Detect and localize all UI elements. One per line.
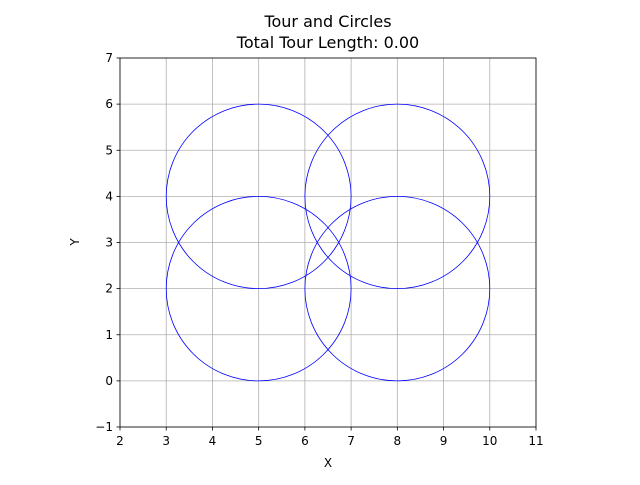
- x-tick-label: 7: [347, 434, 355, 448]
- y-tick-label: 5: [105, 143, 113, 157]
- y-tick-label: 4: [105, 189, 113, 203]
- y-tick-label: 7: [105, 51, 113, 65]
- y-tick-label: 1: [105, 328, 113, 342]
- x-tick-label: 11: [528, 434, 543, 448]
- chart-subtitle: Total Tour Length: 0.00: [236, 33, 419, 52]
- y-tick-label: 0: [105, 374, 113, 388]
- x-tick-layer: 2 3 4 5 6 7 8 9 10 11: [116, 427, 544, 448]
- x-tick-label: 10: [482, 434, 497, 448]
- x-axis-label: X: [324, 456, 332, 470]
- circle: [304, 195, 491, 382]
- y-tick-label: 2: [105, 282, 113, 296]
- y-tick-layer: −1 0 1 2 3 4 5 6 7: [95, 51, 120, 434]
- x-tick-label: 4: [209, 434, 217, 448]
- x-tick-label: 2: [116, 434, 124, 448]
- x-tick-label: 8: [394, 434, 402, 448]
- y-tick-label: 3: [105, 236, 113, 250]
- y-tick-label: 6: [105, 97, 113, 111]
- y-tick-label: −1: [95, 420, 113, 434]
- y-axis-label: Y: [68, 238, 82, 247]
- x-tick-label: 9: [440, 434, 448, 448]
- x-tick-label: 3: [162, 434, 170, 448]
- circle: [304, 103, 491, 290]
- x-tick-label: 6: [301, 434, 309, 448]
- x-tick-label: 5: [255, 434, 263, 448]
- circle-layer: [165, 103, 491, 382]
- circle: [165, 195, 352, 382]
- circle: [165, 103, 352, 290]
- chart-title: Tour and Circles: [263, 12, 391, 31]
